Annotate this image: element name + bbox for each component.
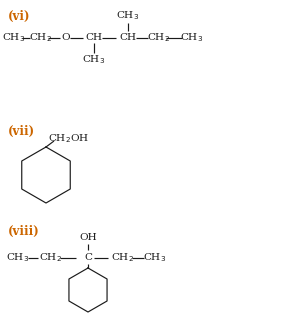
Text: CH$_2$: CH$_2$ [147, 32, 170, 44]
Text: CH$_2$: CH$_2$ [38, 252, 61, 264]
Text: C: C [84, 254, 92, 263]
Text: CH$_2$: CH$_2$ [111, 252, 134, 264]
Text: CH$_3$: CH$_3$ [7, 252, 30, 264]
Text: CH: CH [119, 33, 136, 42]
Text: OH: OH [79, 233, 97, 241]
Text: CH$_3$: CH$_3$ [181, 32, 203, 44]
Text: CH$_3$: CH$_3$ [82, 54, 106, 66]
Text: (viii): (viii) [8, 225, 40, 238]
Text: CH$_3$: CH$_3$ [116, 10, 140, 22]
Text: (vi): (vi) [8, 10, 31, 23]
Text: CH$_2$: CH$_2$ [29, 32, 52, 44]
Text: CH$_3$: CH$_3$ [3, 32, 25, 44]
Text: CH$_2$OH: CH$_2$OH [48, 133, 89, 145]
Text: O: O [62, 33, 70, 42]
Text: CH$_3$: CH$_3$ [143, 252, 167, 264]
Text: (vii): (vii) [8, 125, 35, 138]
Text: CH: CH [85, 33, 102, 42]
